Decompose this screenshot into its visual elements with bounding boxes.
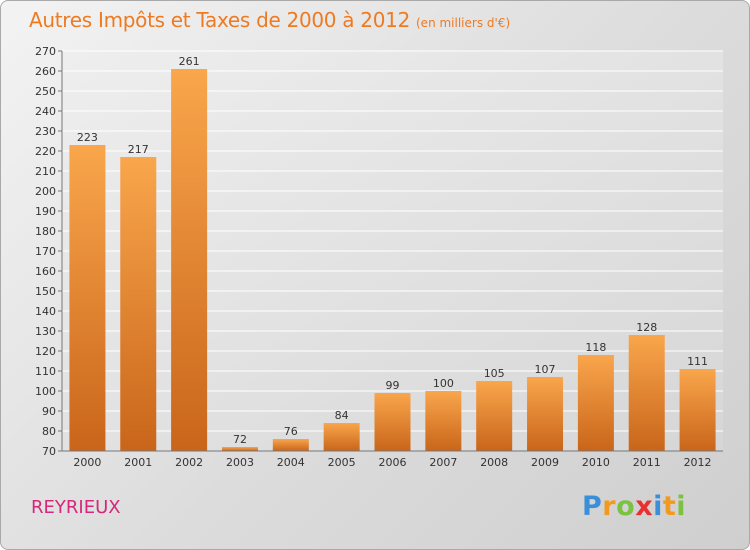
bar-value-label: 128 (636, 321, 657, 334)
proxiti-logo[interactable]: Proxiti (582, 491, 686, 522)
x-tick-label: 2005 (328, 456, 356, 469)
x-tick-label: 2000 (73, 456, 101, 469)
value-labels: 223 217 261 72 76 84 99 100 105 107 118 128 111 (77, 55, 708, 446)
y-tick-label: 150 (35, 285, 56, 298)
bar-value-label: 100 (433, 377, 454, 390)
x-tick-label: 2007 (429, 456, 457, 469)
x-tick-label: 2012 (684, 456, 712, 469)
y-tick-label: 130 (35, 325, 56, 338)
y-tick-label: 270 (35, 45, 56, 58)
y-tick-label: 240 (35, 105, 56, 118)
bar-value-label: 223 (77, 131, 98, 144)
logo-letter: i (676, 491, 687, 522)
x-tick-label: 2003 (226, 456, 254, 469)
x-tick-label: 2009 (531, 456, 559, 469)
bar (171, 69, 208, 451)
commune-name: REYRIEUX (31, 497, 121, 518)
y-tick-label: 170 (35, 245, 56, 258)
bar (323, 423, 360, 451)
x-tick-label: 2002 (175, 456, 203, 469)
y-tick-label: 80 (42, 425, 56, 438)
chart-title-text: Autres Impôts et Taxes de 2000 à 2012 (29, 8, 410, 32)
bar (374, 393, 411, 451)
bar-value-label: 261 (179, 55, 200, 68)
bar (527, 377, 564, 451)
bar (577, 355, 614, 451)
y-tick-label: 120 (35, 345, 56, 358)
y-tick-label: 200 (35, 185, 56, 198)
logo-letter: P (582, 491, 603, 522)
bar (221, 447, 258, 451)
y-tick-label: 110 (35, 365, 56, 378)
logo-letter: t (662, 491, 677, 522)
logo-letter: x (635, 491, 654, 522)
bars (69, 69, 716, 451)
y-tick-label: 140 (35, 305, 56, 318)
bar-value-label: 105 (484, 367, 505, 380)
x-axis-ticks: 2000 2001 2002 2003 2004 2005 2006 2007 2008 2009… (73, 456, 711, 469)
y-axis-ticks: 70 80 90 100 110 120 130 140 150 160 170 180 190 200 2… (35, 45, 62, 458)
bar-value-label: 76 (284, 425, 298, 438)
y-tick-label: 160 (35, 265, 56, 278)
y-tick-label: 260 (35, 65, 56, 78)
y-tick-label: 220 (35, 145, 56, 158)
chart-subtitle: (en milliers d'€) (416, 16, 511, 30)
bar-value-label: 99 (386, 379, 400, 392)
logo-letter: i (653, 491, 663, 522)
y-tick-label: 90 (42, 405, 56, 418)
bar (628, 335, 665, 451)
y-tick-label: 210 (35, 165, 56, 178)
bar (120, 157, 157, 451)
bar-value-label: 118 (585, 341, 606, 354)
bar (69, 145, 106, 451)
bar-value-label: 217 (128, 143, 149, 156)
x-tick-label: 2008 (480, 456, 508, 469)
chart-title: Autres Impôts et Taxes de 2000 à 2012 (en… (29, 8, 510, 32)
x-tick-label: 2004 (277, 456, 305, 469)
bar-value-label: 72 (233, 433, 247, 446)
logo-letter: r (602, 491, 617, 522)
bar (679, 369, 716, 451)
bar (476, 381, 513, 451)
x-tick-label: 2001 (124, 456, 152, 469)
bar (272, 439, 309, 451)
x-tick-label: 2010 (582, 456, 610, 469)
bar-value-label: 107 (535, 363, 556, 376)
logo-letter: o (616, 491, 636, 522)
x-tick-label: 2011 (633, 456, 661, 469)
bar (425, 391, 462, 451)
y-tick-label: 250 (35, 85, 56, 98)
x-tick-label: 2006 (379, 456, 407, 469)
y-tick-label: 100 (35, 385, 56, 398)
bar-value-label: 111 (687, 355, 708, 368)
bar-value-label: 84 (335, 409, 349, 422)
y-tick-label: 180 (35, 225, 56, 238)
y-tick-label: 230 (35, 125, 56, 138)
y-tick-label: 190 (35, 205, 56, 218)
y-tick-label: 70 (42, 445, 56, 458)
